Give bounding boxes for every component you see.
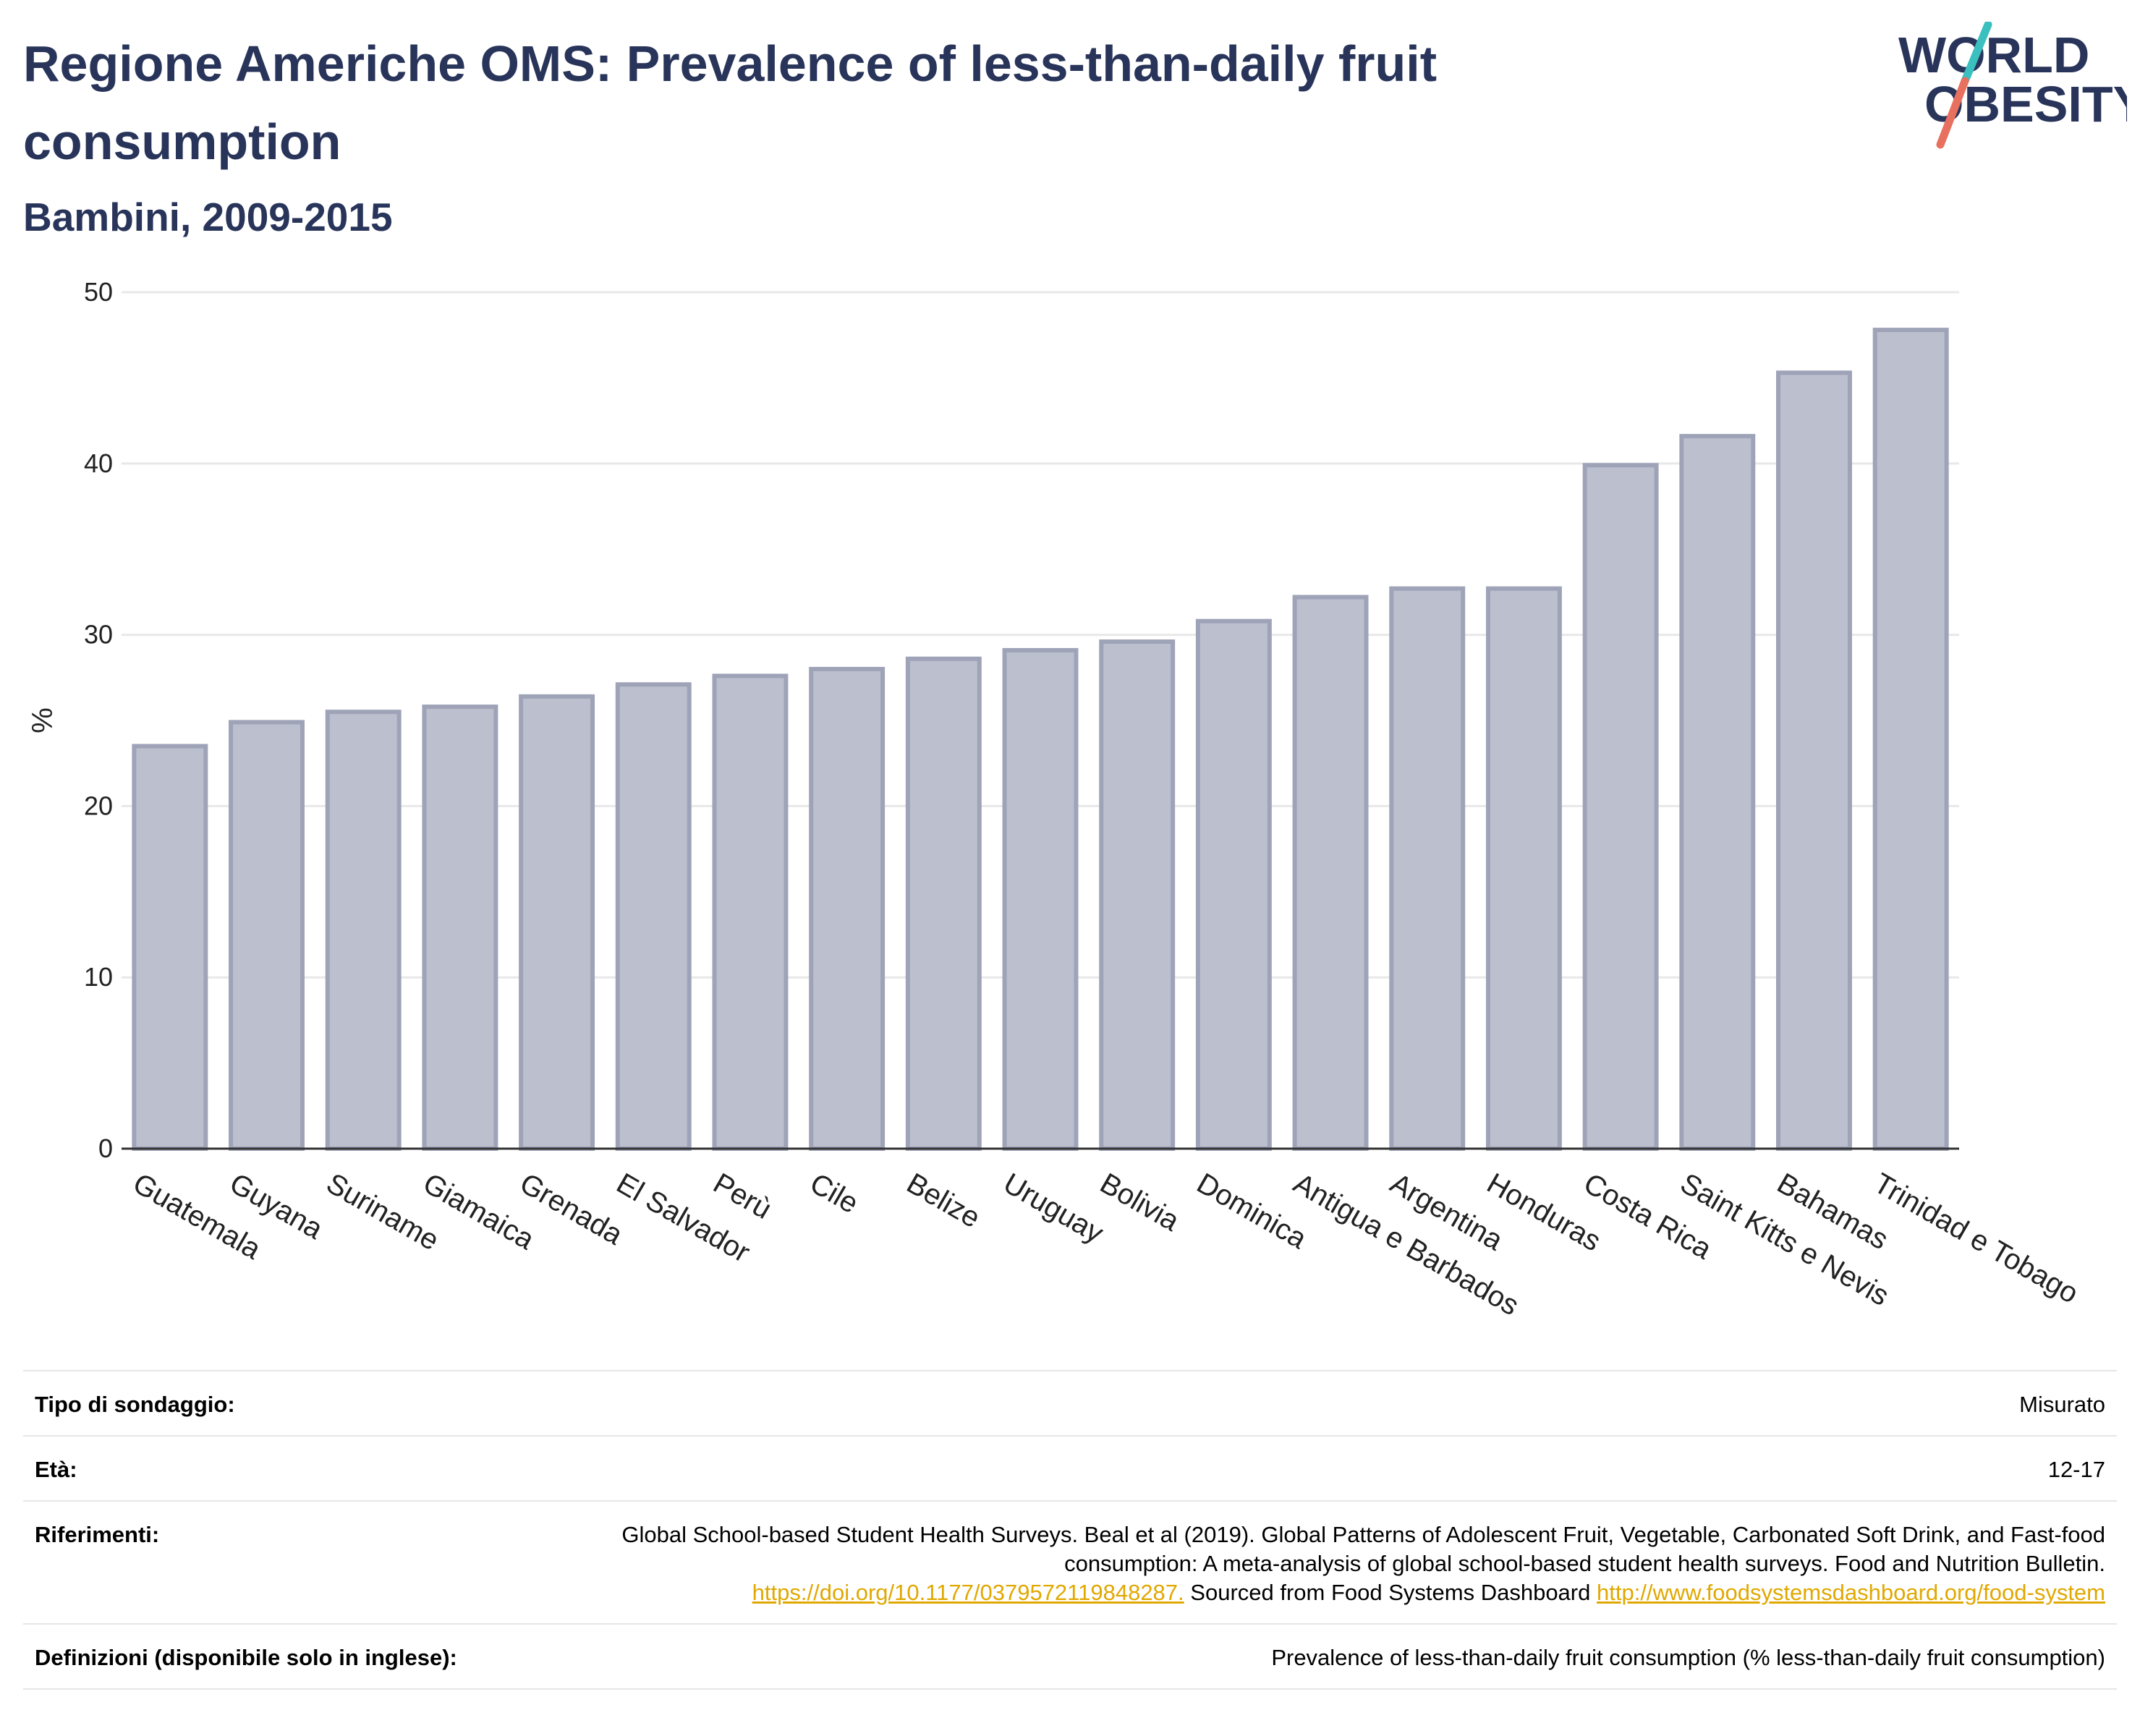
survey-type-row: Tipo di sondaggio: Misurato bbox=[23, 1370, 2117, 1435]
x-tick-label: Bolivia bbox=[1095, 1167, 1185, 1238]
age-row: Età: 12-17 bbox=[23, 1435, 2117, 1500]
bar-chart: 01020304050%GuatemalaGuyanaSurinameGiama… bbox=[27, 277, 2084, 1322]
bar bbox=[712, 673, 789, 1151]
bar bbox=[1002, 647, 1079, 1151]
bar bbox=[1485, 586, 1562, 1151]
y-tick-label: 30 bbox=[84, 620, 113, 650]
bar bbox=[1292, 595, 1369, 1151]
chart-title: Regione Americhe OMS: Prevalence of less… bbox=[23, 35, 1438, 170]
x-tick-label: Belize bbox=[901, 1167, 985, 1235]
bar bbox=[325, 710, 402, 1151]
bar bbox=[1099, 639, 1176, 1151]
bar bbox=[809, 666, 886, 1151]
definitions-value: Prevalence of less-than-daily fruit cons… bbox=[1271, 1645, 2105, 1670]
logo-slash-bottom bbox=[1936, 77, 1969, 149]
bar bbox=[1389, 586, 1466, 1151]
x-tick-label: Dominica bbox=[1192, 1167, 1312, 1256]
bar bbox=[422, 705, 498, 1151]
logo-slash-top bbox=[1961, 22, 1992, 85]
references-text: Global School-based Student Health Surve… bbox=[621, 1522, 2105, 1576]
bar bbox=[229, 720, 305, 1151]
bar bbox=[905, 656, 982, 1151]
metadata-table: Tipo di sondaggio: Misurato Età: 12-17 R… bbox=[23, 1370, 2117, 1690]
y-tick-label: 20 bbox=[84, 791, 113, 820]
y-tick-label: 0 bbox=[98, 1133, 113, 1163]
y-axis-label: % bbox=[27, 707, 59, 733]
references-value: Global School-based Student Health Surve… bbox=[564, 1520, 2105, 1607]
y-tick-label: 10 bbox=[84, 962, 113, 992]
bar bbox=[1872, 328, 1949, 1152]
y-tick-label: 50 bbox=[84, 277, 113, 307]
survey-type-label: Tipo di sondaggio: bbox=[35, 1392, 235, 1417]
bar bbox=[1582, 463, 1659, 1151]
bar bbox=[132, 744, 208, 1151]
definitions-row: Definizioni (disponibile solo in inglese… bbox=[23, 1623, 2117, 1690]
age-value: 12-17 bbox=[2047, 1457, 2105, 1482]
survey-type-value: Misurato bbox=[2019, 1392, 2105, 1417]
x-tick-label: Uruguay bbox=[998, 1167, 1109, 1250]
food-systems-link[interactable]: http://www.foodsystemsdashboard.org/food… bbox=[1597, 1580, 2105, 1605]
bar bbox=[615, 682, 692, 1151]
world-obesity-logo: WORLD OBESITY bbox=[1898, 22, 2127, 149]
bar bbox=[1776, 370, 1852, 1151]
chart-subtitle: Bambini, 2009-2015 bbox=[23, 195, 393, 239]
bar bbox=[1679, 433, 1756, 1151]
references-mid: Sourced from Food Systems Dashboard bbox=[1190, 1580, 1591, 1605]
doi-link[interactable]: https://doi.org/10.1177/0379572119848287… bbox=[752, 1580, 1184, 1605]
x-tick-label: Trinidad e Tobago bbox=[1869, 1167, 2084, 1310]
y-tick-label: 40 bbox=[84, 448, 113, 478]
references-label: Riferimenti: bbox=[35, 1522, 160, 1547]
age-label: Età: bbox=[35, 1457, 77, 1482]
x-tick-label: Cile bbox=[804, 1167, 864, 1220]
definitions-label: Definizioni (disponibile solo in inglese… bbox=[35, 1645, 457, 1670]
references-row: Riferimenti: Global School-based Student… bbox=[23, 1500, 2117, 1623]
logo-line1: WORLD bbox=[1898, 27, 2089, 83]
bar bbox=[1195, 618, 1272, 1151]
bar bbox=[519, 694, 595, 1151]
x-tick-label: Perù bbox=[708, 1167, 776, 1225]
